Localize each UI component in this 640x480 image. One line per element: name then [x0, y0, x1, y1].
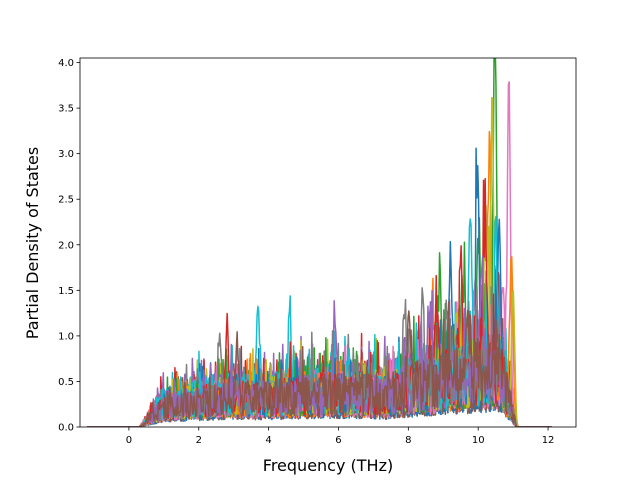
y-axis-label: Partial Density of States	[23, 147, 42, 339]
x-tick-label: 10	[472, 435, 485, 446]
x-tick-label: 4	[265, 435, 271, 446]
x-axis-ticks: 0 2 4 6 8 10 12	[126, 427, 555, 446]
y-tick-label: 3.5	[58, 104, 74, 115]
y-axis-ticks: 0.0 0.5 1.0 1.5 2.0 2.5 3.0 3.5 4.0	[58, 58, 80, 434]
y-tick-label: 3.0	[58, 149, 74, 160]
series-line-peak	[86, 301, 552, 427]
y-tick-label: 0.5	[58, 377, 74, 388]
y-tick-label: 1.5	[58, 286, 74, 297]
y-tick-label: 0.0	[58, 423, 74, 434]
x-tick-label: 2	[196, 435, 202, 446]
y-tick-label: 2.0	[58, 240, 74, 251]
x-tick-label: 8	[405, 435, 411, 446]
series-layer	[86, 58, 552, 427]
plot-frame	[79, 57, 577, 428]
x-tick-label: 12	[542, 435, 555, 446]
y-tick-label: 4.0	[58, 58, 74, 69]
x-tick-label: 0	[126, 435, 132, 446]
x-tick-label: 6	[335, 435, 341, 446]
x-axis-label: Frequency (THz)	[263, 456, 393, 475]
y-tick-label: 2.5	[58, 195, 74, 206]
y-tick-label: 1.0	[58, 331, 74, 342]
